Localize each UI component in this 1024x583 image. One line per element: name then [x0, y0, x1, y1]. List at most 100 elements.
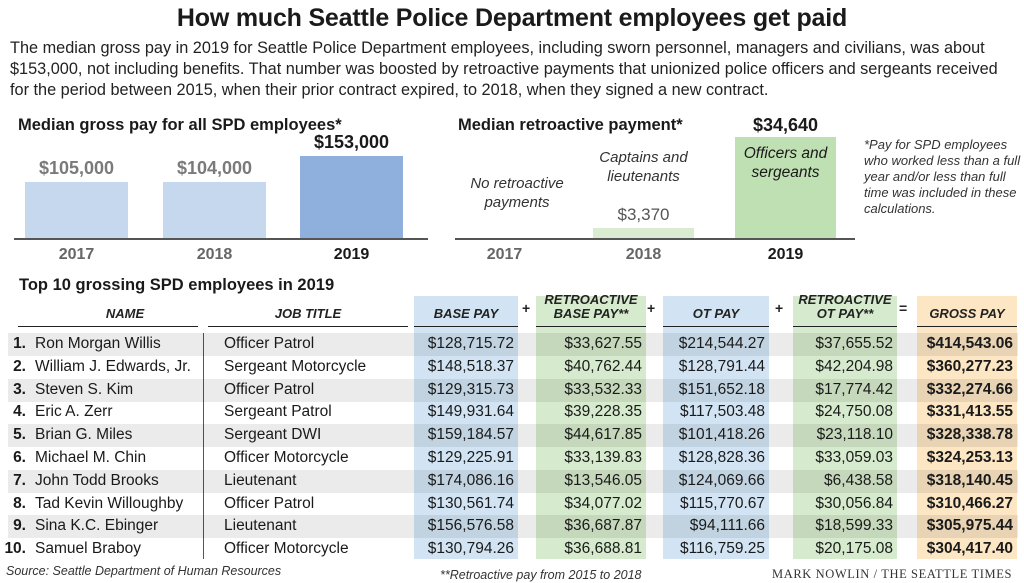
row-gross-pay: $414,543.06: [926, 335, 1013, 352]
row-ot-pay: $101,418.26: [678, 426, 765, 444]
row-job: Sergeant Motorcycle: [224, 357, 367, 375]
row-ot-pay: $116,759.25: [679, 540, 765, 558]
calculation-note: *Pay for SPD employees who worked less t…: [864, 137, 1021, 216]
row-retro-base: $44,617.85: [564, 426, 642, 444]
row-retro-base: $36,688.81: [564, 540, 642, 558]
intro-paragraph: The median gross pay in 2019 for Seattle…: [10, 39, 998, 99]
row-retro-base: $13,546.05: [564, 471, 642, 489]
year-label: 2018: [196, 246, 233, 263]
row-retro-ot: $20,175.08: [815, 540, 893, 558]
header-rule: [793, 326, 897, 327]
table-title: Top 10 grossing SPD employees in 2019: [19, 276, 335, 294]
row-gross-pay: $328,338.78: [926, 426, 1013, 444]
row-base-pay: $148,518.37: [427, 357, 514, 375]
row-rank: 5.: [13, 426, 26, 444]
retro-bar-2018: [593, 228, 694, 238]
row-name: Ron Morgan Willis: [35, 335, 161, 352]
row-retro-base: $34,077.02: [564, 494, 642, 512]
header-rule: [536, 326, 646, 327]
row-job: Sergeant Patrol: [224, 403, 332, 421]
header-rule: [208, 326, 408, 327]
row-rank: 3.: [13, 380, 26, 398]
row-retro-base: $36,687.87: [564, 517, 642, 535]
operator: =: [899, 300, 908, 316]
row-gross-pay: $324,253.13: [926, 449, 1013, 466]
page-title: How much Seattle Police Department emplo…: [176, 4, 848, 32]
retro-bar-2019: [735, 137, 836, 238]
row-retro-ot: $24,750.08: [815, 403, 893, 421]
row-name: Sina K.C. Ebinger: [35, 517, 159, 535]
row-gross-pay: $332,274.66: [926, 380, 1013, 398]
row-gross-pay: $360,277.23: [926, 357, 1013, 375]
row-job: Sergeant DWI: [224, 426, 322, 444]
row-ot-pay: $115,770.67: [679, 494, 765, 512]
row-retro-ot: $17,774.42: [815, 380, 893, 398]
row-rank: 8.: [13, 494, 26, 512]
row-retro-base: $33,627.55: [564, 335, 642, 352]
row-rank: 2.: [13, 357, 26, 375]
row-retro-ot: $33,059.03: [815, 449, 893, 466]
row-ot-pay: $128,828.36: [678, 449, 765, 466]
column-bg: [917, 296, 1017, 559]
row-base-pay: $159,184.57: [427, 426, 514, 444]
column-divider: [203, 333, 204, 559]
row-base-pay: $128,715.72: [427, 335, 514, 352]
row-name: Tad Kevin Willoughby: [35, 494, 184, 512]
year-label: 2019: [767, 246, 804, 263]
bar-value-label: $153,000: [313, 132, 390, 152]
row-gross-pay: $331,413.55: [926, 403, 1013, 421]
source-note: Source: Seattle Department of Human Reso…: [6, 564, 282, 578]
bar-text-label: Captains and lieutenants: [599, 149, 688, 185]
row-retro-ot: $18,599.33: [815, 517, 893, 535]
bar-value-label: $105,000: [38, 157, 115, 178]
row-rank: 4.: [13, 403, 26, 421]
row-name: Michael M. Chin: [35, 449, 147, 466]
row-job: Officer Motorcycle: [224, 540, 349, 558]
year-label: 2018: [625, 246, 662, 263]
row-retro-ot: $23,118.10: [816, 426, 893, 444]
column-header: NAME: [105, 306, 145, 321]
column-bg: [536, 296, 646, 559]
row-retro-base: $33,139.83: [564, 449, 642, 466]
row-rank: 6.: [13, 449, 26, 466]
row-retro-base: $33,532.33: [564, 380, 642, 398]
column-bg: [793, 296, 897, 559]
retro-footnote: **Retroactive pay from 2015 to 2018: [440, 568, 642, 582]
retro-chart-title: Median retroactive payment*: [458, 116, 683, 134]
row-job: Officer Patrol: [224, 494, 315, 512]
column-header: OT PAY: [692, 306, 740, 321]
bar-value-label: $104,000: [176, 158, 253, 179]
column-header: JOB TITLE: [274, 306, 342, 321]
row-stripe: [8, 515, 1018, 539]
row-ot-pay: $94,111.66: [689, 517, 765, 535]
row-job: Lieutenant: [224, 517, 297, 535]
row-stripe: [8, 333, 1018, 356]
row-rank: 10.: [4, 540, 26, 558]
column-header: BASE PAY: [433, 306, 499, 321]
retro-axis: [455, 238, 855, 240]
row-stripe: [8, 378, 1018, 402]
operator: +: [647, 300, 656, 316]
row-rank: 7.: [13, 471, 26, 489]
row-name: William J. Edwards, Jr.: [35, 357, 191, 375]
row-name: Samuel Braboy: [35, 540, 141, 558]
bar-text-label: Officers and sergeants: [743, 145, 828, 181]
row-retro-base: $40,762.44: [564, 357, 642, 375]
row-job: Officer Patrol: [224, 380, 315, 398]
row-stripe: [8, 469, 1018, 493]
row-ot-pay: $128,791.44: [678, 357, 765, 375]
bar-2018: [163, 182, 266, 238]
row-name: Steven S. Kim: [35, 380, 134, 398]
header-rule: [414, 326, 518, 327]
row-ot-pay: $117,503.48: [679, 403, 765, 421]
gross-pay-chart-title: Median gross pay for all SPD employees*: [18, 116, 342, 134]
bar-text-label: No retroactive payments: [470, 175, 564, 211]
row-stripe: [8, 424, 1018, 448]
row-gross-pay: $304,417.40: [926, 540, 1013, 558]
operator: +: [522, 300, 531, 316]
row-ot-pay: $214,544.27: [678, 335, 765, 352]
row-name: Eric A. Zerr: [35, 403, 113, 421]
row-gross-pay: $318,140.45: [926, 471, 1013, 489]
bar-2019: [300, 156, 403, 238]
row-base-pay: $130,794.26: [427, 540, 514, 558]
